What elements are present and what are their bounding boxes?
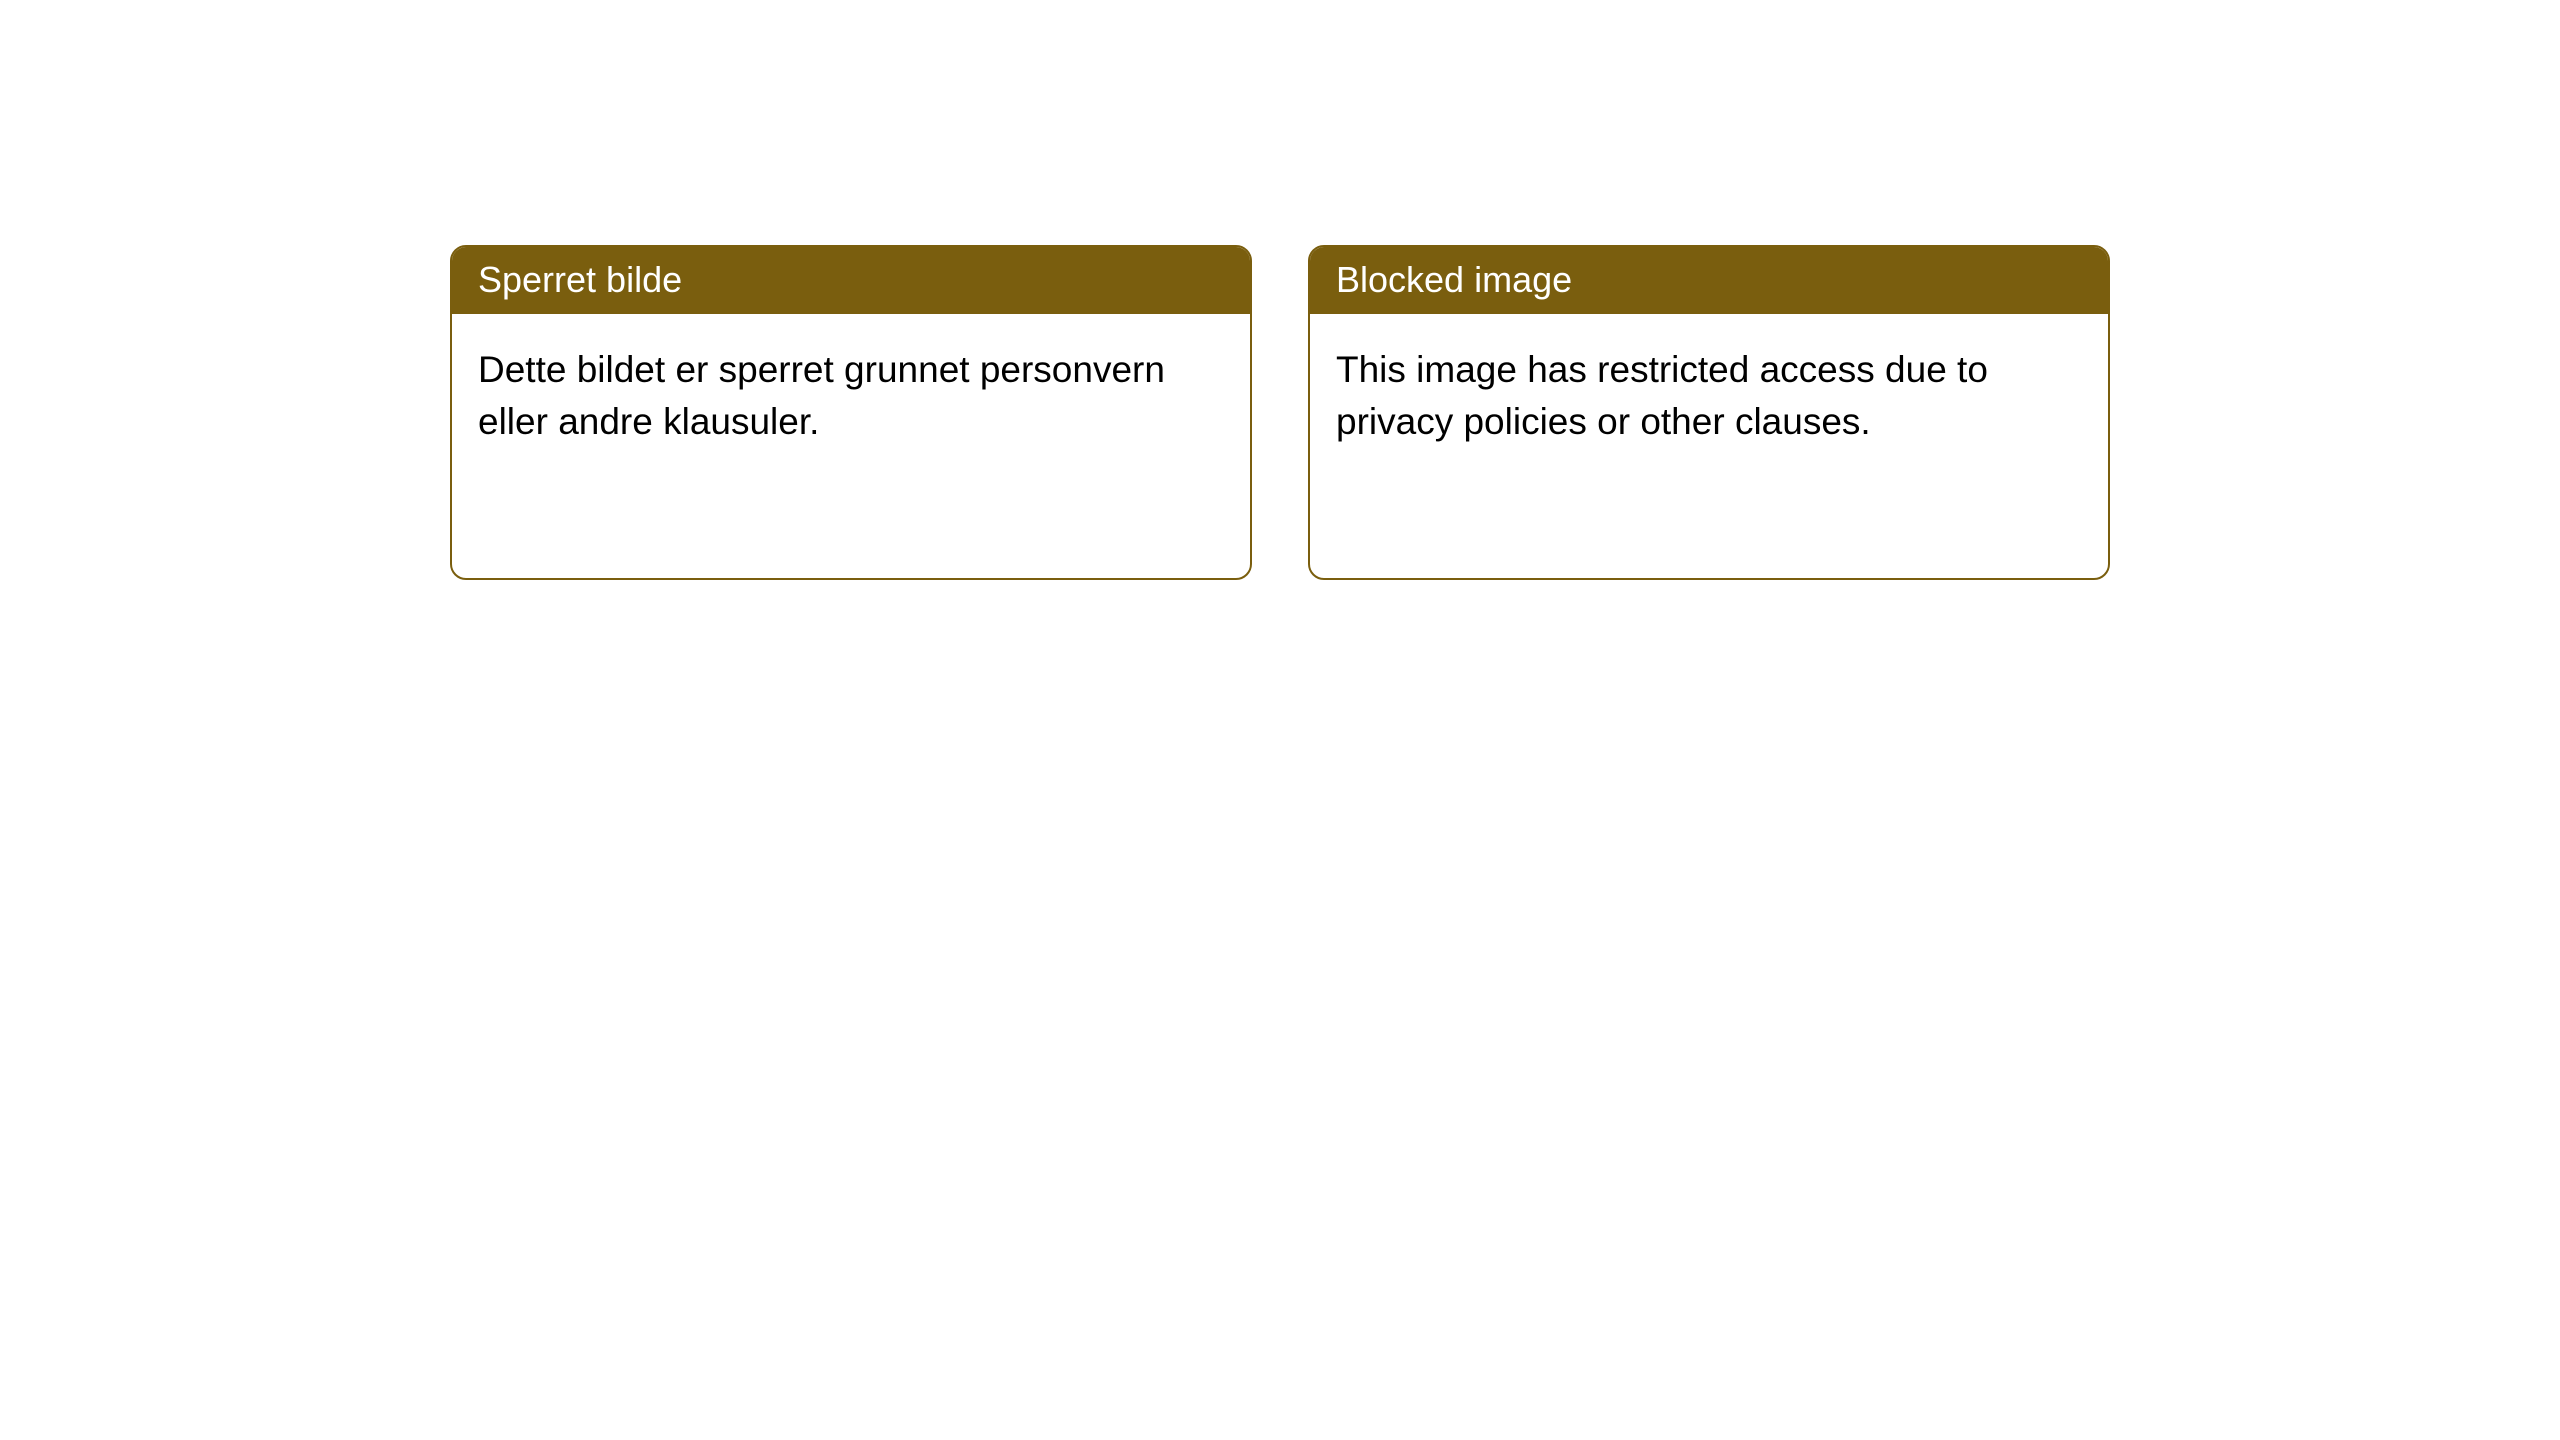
notice-container: Sperret bilde Dette bildet er sperret gr… — [0, 0, 2560, 580]
notice-body-norwegian: Dette bildet er sperret grunnet personve… — [452, 314, 1250, 478]
notice-body-english: This image has restricted access due to … — [1310, 314, 2108, 478]
notice-header-norwegian: Sperret bilde — [452, 247, 1250, 314]
notice-card-english: Blocked image This image has restricted … — [1308, 245, 2110, 580]
notice-header-english: Blocked image — [1310, 247, 2108, 314]
notice-card-norwegian: Sperret bilde Dette bildet er sperret gr… — [450, 245, 1252, 580]
